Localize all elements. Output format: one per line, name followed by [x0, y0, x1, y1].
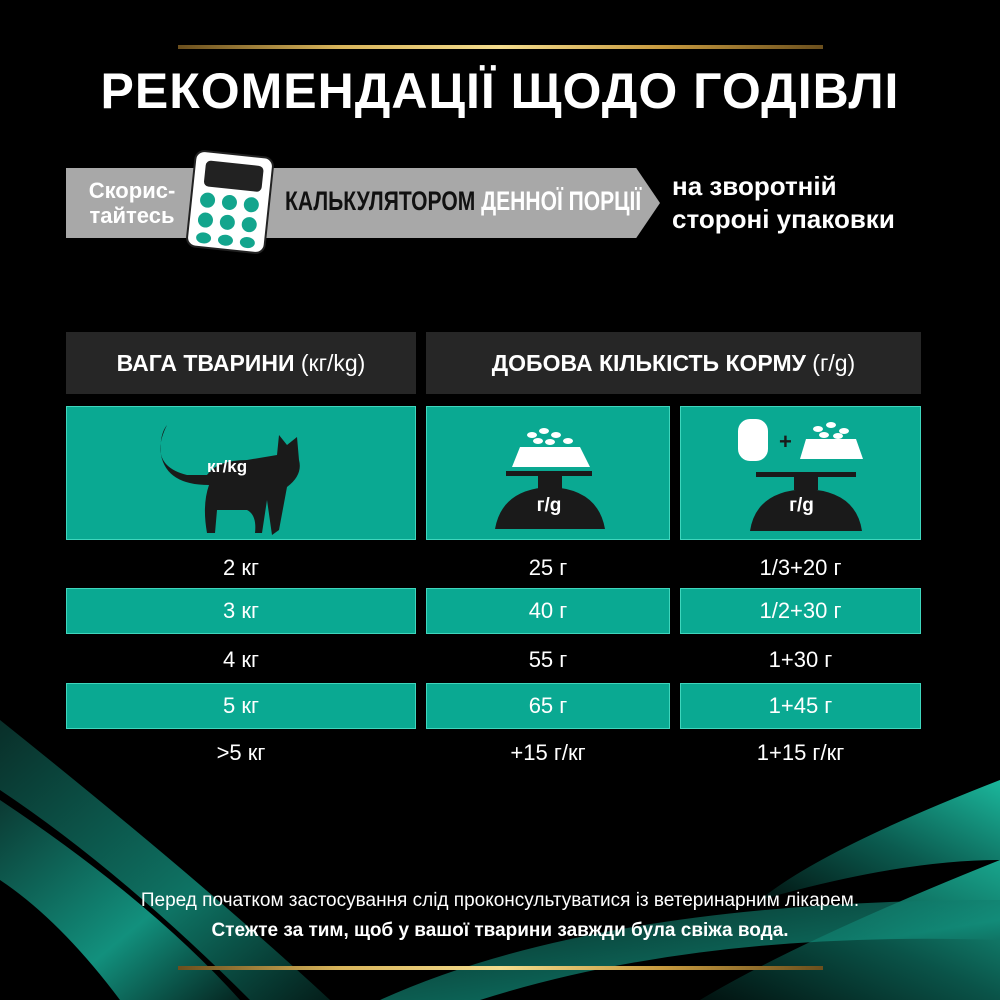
header-weight-label: ВАГА ТВАРИНИ — [116, 349, 295, 376]
banner-use-label: Скорис- тайтесь — [88, 178, 176, 228]
header-amount-label: ДОБОВА КІЛЬКІСТЬ КОРМУ — [491, 349, 806, 376]
weight-cell: >5 кг — [216, 740, 266, 765]
weight-cell: 4 кг — [223, 647, 259, 672]
header-weight-unit: (кг/kg) — [294, 349, 366, 376]
calculator-banner — [66, 168, 660, 238]
mix-cell: 1+15 г/кг — [756, 740, 845, 765]
calc-text-light: ДЕННОЇ ПОРЦІЇ — [475, 186, 642, 216]
gold-divider-bottom — [178, 966, 823, 970]
mix-cell: 1/2+30 г — [680, 588, 921, 634]
header-amount-unit: (г/g) — [805, 349, 856, 376]
back-of-pack-text: на зворотній стороні упаковки — [672, 170, 895, 236]
dry-icon-label: г/g — [536, 495, 562, 516]
calculator-text: КАЛЬКУЛЯТОРОМ ДЕННОЇ ПОРЦІЇ — [285, 186, 641, 217]
mix-icon-label: г/g — [789, 495, 814, 516]
back-line-2: стороні упаковки — [672, 204, 895, 234]
cat-icon — [160, 425, 300, 535]
svg-text:+: + — [779, 429, 792, 454]
calc-text-dark: КАЛЬКУЛЯТОРОМ — [285, 186, 476, 216]
page-title: РЕКОМЕНДАЦІЇ ЩОДО ГОДІВЛІ — [100, 63, 900, 119]
header-weight: ВАГА ТВАРИНИ (кг/kg) — [66, 332, 416, 394]
mixed-food-icon-cell: + г/g — [680, 406, 921, 540]
mix-cell: 1+45 г — [680, 683, 921, 729]
vet-note: Перед початком застосування слід проконс… — [140, 890, 860, 911]
weight-cell: 3 кг — [66, 588, 416, 634]
dry-cell: 40 г — [426, 588, 670, 634]
dry-cell: +15 г/кг — [510, 740, 586, 765]
weight-cell: 5 кг — [66, 683, 416, 729]
wet-and-dry-scale-icon: + — [738, 419, 863, 531]
header-amount: ДОБОВА КІЛЬКІСТЬ КОРМУ (г/g) — [426, 332, 921, 394]
weight-cell: 2 кг — [223, 555, 259, 580]
dry-cell: 65 г — [426, 683, 670, 729]
cat-icon-cell: кг/kg — [66, 406, 416, 540]
cat-icon-label: кг/kg — [207, 457, 248, 476]
back-line-1: на зворотній — [672, 171, 837, 201]
dry-food-scale-icon — [495, 428, 605, 529]
dry-cell: 55 г — [528, 647, 568, 672]
dry-food-icon-cell: г/g — [426, 406, 670, 540]
water-note: Стежте за тим, щоб у вашої тварини завжд… — [211, 920, 789, 941]
mix-cell: 1+30 г — [768, 647, 833, 672]
gold-divider-top — [178, 45, 823, 49]
dry-cell: 25 г — [528, 555, 568, 580]
mix-cell: 1/3+20 г — [759, 555, 842, 580]
calculator-icon — [185, 149, 275, 255]
